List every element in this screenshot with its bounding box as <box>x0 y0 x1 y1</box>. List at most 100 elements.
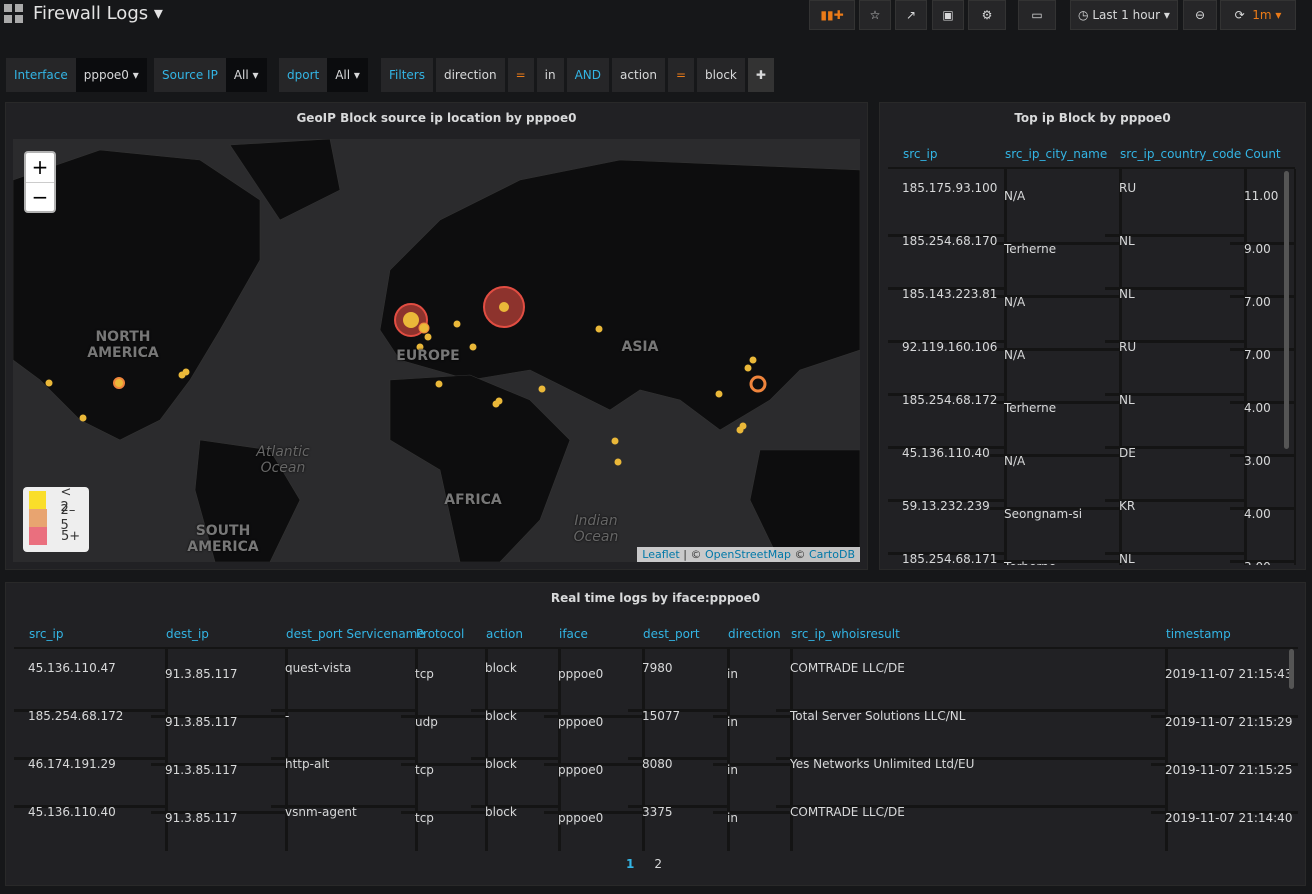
filters-label: Filters <box>381 58 433 92</box>
marker[interactable] <box>114 378 124 388</box>
zoom-out-button[interactable]: ⊖ <box>1183 0 1217 30</box>
table: src_ipdest_ipdest_port ServicenameProtoc… <box>14 621 1298 851</box>
region-label: Indian Ocean <box>561 513 631 545</box>
ad-hoc-filters[interactable]: Filtersdirection=inANDaction=block✚ <box>381 58 774 92</box>
map[interactable]: NORTH AMERICA EUROPE ASIA Atlantic Ocean… <box>13 139 860 562</box>
filter-segment[interactable]: AND <box>567 58 609 92</box>
zoom-in[interactable]: + <box>26 153 54 183</box>
table-cell: 2019-11-07 21:14:36 <box>1151 841 1298 851</box>
settings-button[interactable]: ⚙ <box>968 0 1006 30</box>
marker[interactable] <box>499 302 509 312</box>
marker[interactable] <box>80 415 87 422</box>
variable[interactable]: Source IPAll ▾ <box>154 58 267 92</box>
marker[interactable] <box>454 321 461 328</box>
marker[interactable] <box>425 334 432 341</box>
link[interactable]: CartoDB <box>809 548 855 561</box>
variable[interactable]: dportAll ▾ <box>279 58 368 92</box>
marker[interactable] <box>46 380 53 387</box>
column-header[interactable]: src_ip_city_name <box>990 141 1120 169</box>
legend: < 2 2–5 5+ <box>23 487 89 552</box>
marker[interactable] <box>612 438 619 445</box>
time-range: Last 1 hour <box>1092 8 1160 22</box>
marker[interactable] <box>539 386 546 393</box>
add-panel-button[interactable]: ▮▮✚ <box>809 0 855 30</box>
table-cell: 91.3.85.117 <box>151 841 288 851</box>
page-link[interactable]: 2 <box>654 857 662 871</box>
grid-icon[interactable] <box>4 4 24 24</box>
table-cell <box>14 841 168 851</box>
table-cell: commtact-http <box>271 841 418 851</box>
marker[interactable] <box>436 381 443 388</box>
zoom-out[interactable]: − <box>26 183 54 212</box>
filter-segment[interactable]: in <box>537 58 564 92</box>
marker[interactable] <box>596 326 603 333</box>
save-button[interactable]: ▣ <box>932 0 964 30</box>
pagination: 12 <box>626 857 662 871</box>
tv-button[interactable]: ▭ <box>1018 0 1056 30</box>
filter-segment[interactable]: = <box>668 58 694 92</box>
variable-label: Interface <box>6 58 76 92</box>
filter-segment[interactable]: action <box>612 58 665 92</box>
panel-title[interactable]: GeoIP Block source ip location by pppoe0 <box>6 111 867 125</box>
filter-segment[interactable]: block <box>697 58 745 92</box>
column-header[interactable]: src_ip <box>888 141 1005 169</box>
value-text: All <box>234 68 249 82</box>
variable-label: Source IP <box>154 58 226 92</box>
link[interactable]: Leaflet <box>642 548 679 561</box>
column-header[interactable]: dest_port Servicename <box>271 621 416 649</box>
share-button[interactable]: ↗ <box>895 0 927 30</box>
value-text: pppoe0 <box>84 68 129 82</box>
land <box>750 450 860 562</box>
link[interactable]: OpenStreetMap <box>705 548 791 561</box>
land <box>390 375 570 562</box>
region-label: EUROPE <box>393 348 463 364</box>
marker[interactable] <box>419 323 429 333</box>
zoom-control: + − <box>24 151 56 213</box>
page-link[interactable]: 1 <box>626 857 634 871</box>
panel-title[interactable]: Real time logs by iface:pppoe0 <box>6 591 1305 605</box>
title-text: Firewall Logs <box>33 3 148 24</box>
time-picker[interactable]: ◷ Last 1 hour ▾ <box>1070 0 1178 30</box>
column-header[interactable]: Count <box>1230 141 1295 169</box>
marker[interactable] <box>745 365 752 372</box>
region-label: AFRICA <box>433 492 513 508</box>
table-panel: Top ip Block by pppoe0 src_ipsrc_ip_city… <box>879 102 1306 570</box>
scrollbar[interactable] <box>1284 171 1289 449</box>
refresh-button[interactable]: ⟳ 1m ▾ <box>1220 0 1296 30</box>
variable-value: All ▾ <box>327 58 368 92</box>
column-header[interactable]: src_ip_country_code <box>1105 141 1245 169</box>
variable-value: pppoe0 ▾ <box>76 58 147 92</box>
add-filter-button[interactable]: ✚ <box>748 58 774 92</box>
marker[interactable] <box>403 312 419 328</box>
marker[interactable] <box>750 357 757 364</box>
region-label: NORTH AMERICA <box>78 329 168 361</box>
marker[interactable] <box>615 459 622 466</box>
variable[interactable]: Interfacepppoe0 ▾ <box>6 58 147 92</box>
table: src_ipsrc_ip_city_namesrc_ip_country_cod… <box>888 141 1296 565</box>
filter-segment[interactable]: direction <box>436 58 505 92</box>
panel-title[interactable]: Top ip Block by pppoe0 <box>880 111 1305 125</box>
table-cell <box>776 841 1168 851</box>
region-label: Atlantic Ocean <box>248 444 318 476</box>
attribution-text: © <box>794 548 805 561</box>
attribution-text: | © <box>683 548 701 561</box>
table-cell: NL <box>1105 540 1247 565</box>
marker[interactable] <box>740 423 747 430</box>
variable-value: All ▾ <box>226 58 267 92</box>
column-header[interactable]: timestamp <box>1151 621 1298 649</box>
filter-segment[interactable]: = <box>508 58 534 92</box>
star-button[interactable]: ☆ <box>859 0 891 30</box>
marker[interactable] <box>183 369 190 376</box>
marker[interactable] <box>496 398 503 405</box>
region-label: ASIA <box>610 339 670 355</box>
marker[interactable] <box>716 391 723 398</box>
table-cell: Terherne <box>990 540 1122 565</box>
marker[interactable] <box>470 344 477 351</box>
scrollbar[interactable] <box>1289 649 1294 689</box>
dashboard-title[interactable]: Firewall Logs ▾ <box>33 3 163 24</box>
column-header[interactable]: dest_ip <box>151 621 286 649</box>
column-header[interactable]: src_ip_whoisresult <box>776 621 1166 649</box>
column-header[interactable]: src_ip <box>14 621 166 649</box>
value-text: All <box>335 68 350 82</box>
